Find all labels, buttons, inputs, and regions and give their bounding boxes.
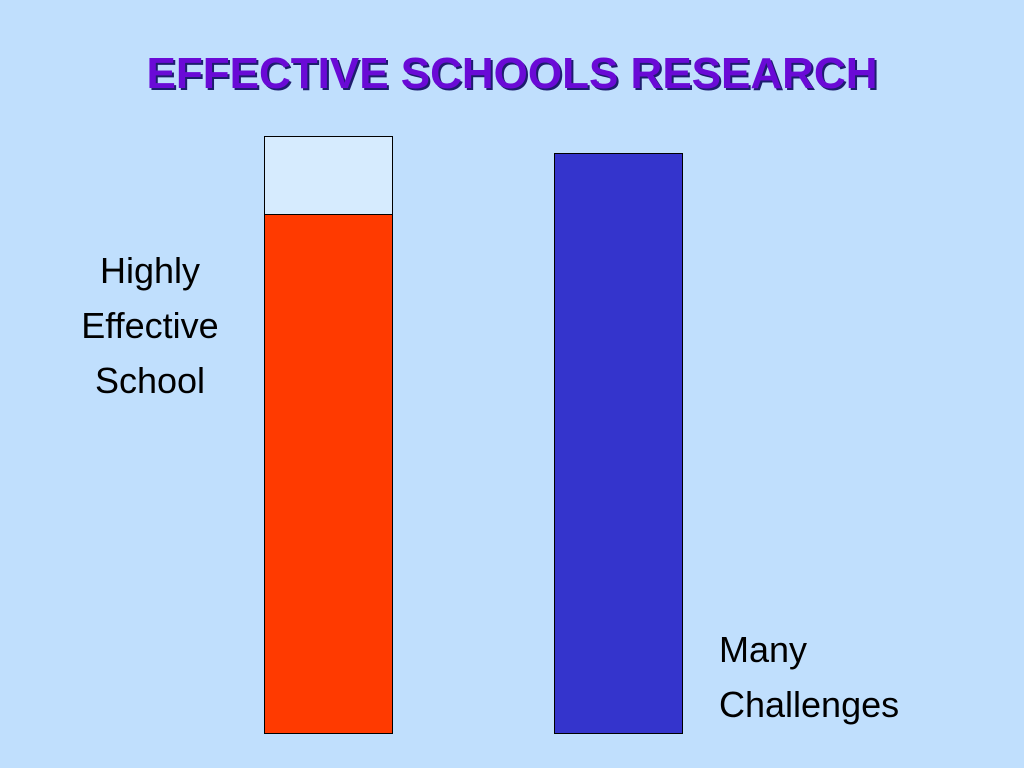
label-line: School	[94, 360, 206, 401]
label-line: Highly	[99, 250, 201, 291]
bar-highly-effective	[265, 214, 392, 733]
bar-many-challenges	[555, 154, 682, 733]
bar-frame-many-challenges	[554, 153, 683, 734]
bar-frame-highly-effective	[264, 136, 393, 734]
label-line: Many	[719, 629, 808, 670]
slide-title: EFFECTIVE SCHOOLS RESEARCH	[146, 49, 878, 98]
label-line: Effective	[81, 305, 219, 346]
label-highly-effective-school: Highly Effective School	[40, 243, 260, 408]
label-line: Challenges	[719, 684, 900, 725]
label-many-challenges: Many Challenges	[719, 622, 999, 732]
